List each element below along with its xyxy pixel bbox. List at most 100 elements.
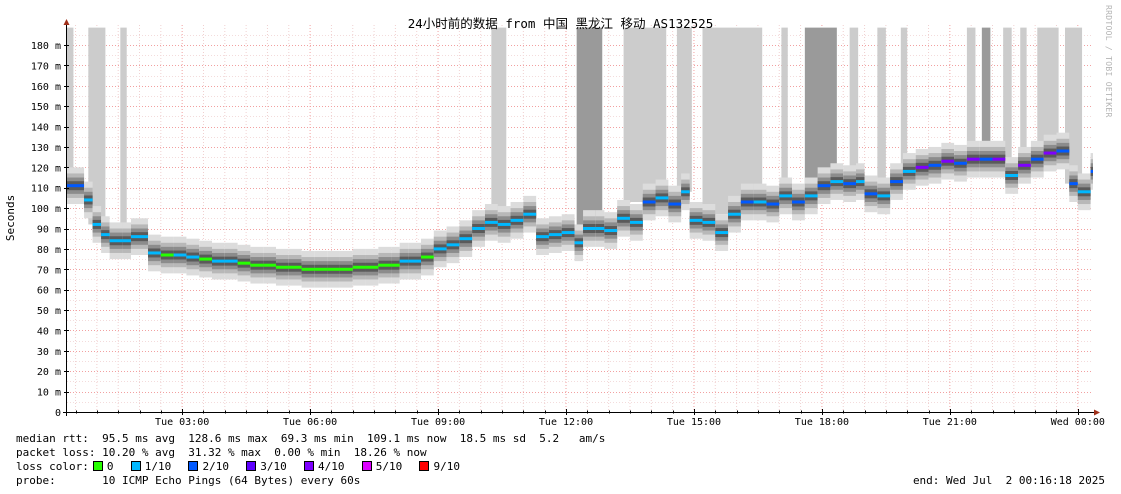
median-segment [890, 180, 903, 184]
rrdtool-watermark: RRDTOOL / TOBI OETIKER [1104, 5, 1113, 118]
y-axis-label: Seconds [4, 195, 17, 241]
loss-color-label: loss color: [16, 460, 89, 473]
median-segment [728, 212, 741, 216]
median-segment [715, 231, 729, 235]
loss-color-row: loss color: 0 1/10 2/10 3/10 4/10 5/10 9/… [16, 460, 473, 473]
median-segment [561, 231, 575, 235]
y-tick-label: 100 m [31, 204, 61, 215]
median-segment [288, 265, 302, 269]
median-segment [753, 200, 767, 204]
loss-spike [88, 27, 106, 225]
loss-spike [676, 27, 692, 192]
median-segment [864, 192, 878, 196]
x-axis-arrow [1094, 409, 1100, 416]
median-segment [484, 220, 498, 224]
loss-spike [576, 27, 603, 229]
median-segment [420, 255, 434, 259]
y-tick-label: 40 m [37, 326, 61, 337]
loss-spike [491, 27, 507, 225]
median-segment [1018, 163, 1031, 167]
median-segment [843, 182, 857, 186]
loss-spike [120, 27, 127, 241]
median-segment [84, 198, 93, 202]
x-tick-labels: Tue 03:00 Tue 06:00 Tue 09:00 Tue 12:00 Tue … [155, 417, 1105, 428]
median-segment [101, 233, 110, 237]
median-segment [617, 216, 630, 220]
loss-spike [877, 27, 886, 196]
median-segment [399, 259, 409, 263]
x-tick-label: Tue 15:00 [667, 417, 721, 428]
median-rtt-label: median rtt: [16, 432, 89, 445]
median-segment [186, 255, 200, 259]
median-segment [391, 263, 400, 267]
loss-color-label-item: 4/10 [317, 460, 358, 473]
median-segment [433, 247, 447, 251]
y-tick-label: 80 m [37, 245, 61, 256]
median-segment [915, 165, 929, 169]
median-rtt-row: median rtt: 95.5 ms avg 128.6 ms max 69.… [16, 432, 605, 445]
median-segment [792, 200, 805, 204]
median-segment [497, 222, 511, 226]
y-tick-label: 130 m [31, 143, 61, 154]
median-segment [1043, 151, 1057, 155]
axes [63, 19, 1100, 416]
median-segment [139, 235, 149, 239]
loss-color-swatch [130, 461, 141, 471]
loss-spike [781, 27, 788, 196]
median-segment [804, 194, 818, 198]
y-tick-label: 70 m [37, 265, 61, 276]
median-segment [263, 263, 276, 267]
x-tick-label: Tue 03:00 [155, 417, 209, 428]
loss-spike [623, 27, 667, 202]
median-segment [642, 200, 656, 204]
loss-color-legend: 0 1/10 2/10 3/10 4/10 5/10 9/10 [89, 460, 473, 473]
y-tick-label: 90 m [37, 225, 61, 236]
x-tick-label: Tue 18:00 [795, 417, 849, 428]
median-segment [173, 253, 187, 257]
median-segment [446, 243, 460, 247]
x-tick-label: Tue 21:00 [923, 417, 977, 428]
x-tick-label: Tue 06:00 [283, 417, 337, 428]
loss-spike [900, 27, 908, 172]
y-tick-label: 140 m [31, 123, 61, 134]
y-tick-label: 160 m [31, 82, 61, 93]
median-segment [979, 157, 993, 161]
loss-color-swatch [419, 461, 430, 471]
median-segment [314, 267, 328, 271]
median-segment [766, 202, 780, 206]
median-segment [954, 161, 967, 165]
packet-loss-values: 10.20 % avg 31.32 % max 0.00 % min 18.26… [102, 446, 427, 459]
median-segment [250, 263, 264, 267]
loss-color-label-item: 2/10 [202, 460, 243, 473]
median-segment [212, 259, 225, 263]
loss-color-swatch [361, 461, 372, 471]
median-segment [817, 184, 831, 188]
y-tick-label: 60 m [37, 286, 61, 297]
x-tick-label: Tue 12:00 [539, 417, 593, 428]
median-segment [595, 227, 605, 230]
loss-spike [702, 27, 763, 215]
median-segment [740, 200, 754, 204]
median-segment [1069, 182, 1078, 186]
median-segment [583, 227, 596, 230]
y-tick-label: 10 m [37, 388, 61, 399]
median-segment [224, 259, 238, 263]
median-segment [237, 261, 251, 265]
loss-spike [966, 27, 976, 160]
loss-color-swatch [246, 461, 257, 471]
median-segment [548, 233, 562, 237]
median-segment [339, 267, 353, 271]
median-segment [655, 196, 669, 200]
median-segment [199, 257, 213, 261]
loss-color-label-item: 0 [106, 460, 127, 473]
y-tick-label: 30 m [37, 347, 61, 358]
y-tick-label: 120 m [31, 163, 61, 174]
median-segment [1005, 173, 1019, 177]
median-segment [160, 253, 174, 257]
median-segment [92, 222, 102, 226]
median-segment [830, 180, 844, 184]
median-segment [966, 157, 980, 161]
median-segment [1077, 190, 1091, 194]
median-segment [681, 190, 690, 194]
loss-color-label-item: 5/10 [375, 460, 416, 473]
